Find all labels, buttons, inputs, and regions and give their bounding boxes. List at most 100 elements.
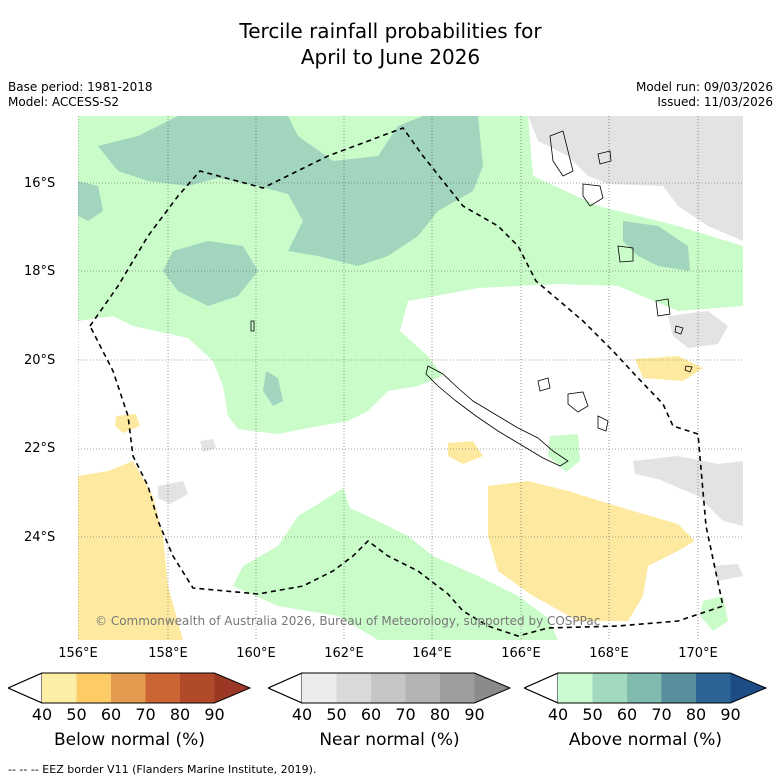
below-normal-swatch-4: [145, 673, 180, 703]
below-normal-west: [78, 461, 183, 640]
loyalty-island-1: [537, 377, 551, 392]
above-normal-60-north: [98, 116, 483, 266]
near-normal-swatch-4: [405, 673, 440, 703]
lon-label-166e: 166°E: [501, 646, 541, 661]
above-normal-50-region: [78, 116, 743, 434]
below-normal-patch-1: [448, 441, 483, 464]
above-normal-swatch-1: [558, 673, 593, 703]
lon-label-156e: 156°E: [58, 646, 98, 661]
near-normal-swatch-1: [302, 673, 337, 703]
near-tick-80: 80: [429, 705, 451, 724]
meta-left: Base period: 1981-2018 Model: ACCESS-S2: [8, 80, 153, 110]
near-normal-west: [158, 481, 188, 504]
near-tick-90: 90: [464, 705, 485, 724]
copyright-notice: © Commonwealth of Australia 2026, Bureau…: [95, 614, 601, 628]
vanuatu-malekula: [582, 183, 604, 207]
above-normal-50-patch: [548, 434, 580, 472]
above-normal-title: Above normal (%): [568, 730, 723, 750]
lon-label-170e: 170°E: [678, 646, 718, 661]
above-tick-50: 50: [582, 705, 603, 724]
above-tick-40: 40: [547, 705, 569, 724]
vanuatu-espiritu-santo: [549, 130, 574, 177]
above-normal-60-mid: [163, 241, 258, 306]
above-normal-50-south: [233, 488, 558, 640]
above-normal-under-arrow: [524, 672, 559, 704]
above-normal-swatch-4: [661, 673, 696, 703]
new-caledonia-island: [425, 365, 569, 467]
near-normal-swatch-2: [336, 673, 371, 703]
below-normal-swatch-3: [111, 673, 146, 703]
near-normal-southeast: [633, 456, 743, 526]
chesterfield-islet: [250, 320, 255, 332]
above-normal-swatch-3: [627, 673, 662, 703]
model-run: Model run: 09/03/2026: [635, 80, 773, 94]
above-normal-swatch-2: [592, 673, 627, 703]
above-tick-70: 70: [651, 705, 672, 724]
near-normal-title: Near normal (%): [319, 730, 460, 750]
below-normal-southeast: [488, 481, 695, 621]
above-tick-80: 80: [685, 705, 707, 724]
loyalty-island-3: [597, 415, 609, 432]
near-normal-over-arrow: [474, 673, 510, 703]
below-tick-70: 70: [135, 705, 156, 724]
below-normal-patch-2: [635, 356, 703, 381]
lat-label-20s: 20°S: [24, 353, 56, 368]
below-normal-patch-3: [115, 414, 140, 433]
below-normal-swatch-2: [76, 673, 111, 703]
above-normal-colorbar-outline: [524, 672, 767, 704]
matthew-island: [684, 365, 693, 373]
below-tick-60: 60: [100, 705, 122, 724]
below-normal-title: Below normal (%): [54, 730, 205, 750]
lon-label-158e: 158°E: [148, 646, 188, 661]
map-title: Tercile rainfall probabilities for April…: [0, 18, 781, 70]
meta-right: Model run: 09/03/2026 Issued: 11/03/2026: [636, 80, 773, 110]
lat-label-18s: 18°S: [24, 264, 56, 279]
vanuatu-tanna: [655, 298, 671, 317]
eez-footer-note: -- -- -- EEZ border V11 (Flanders Marine…: [8, 763, 317, 776]
lat-label-22s: 22°S: [24, 441, 56, 456]
below-normal-under-arrow: [8, 672, 43, 704]
above-normal-colorbar: [524, 672, 767, 704]
near-tick-50: 50: [326, 705, 347, 724]
near-tick-70: 70: [395, 705, 416, 724]
below-tick-50: 50: [66, 705, 87, 724]
near-normal-colorbar-outline: [268, 672, 511, 704]
near-normal-swatch-3: [371, 673, 406, 703]
gridlines: [77, 116, 743, 640]
map-svg: [77, 116, 743, 640]
below-normal-over-arrow: [214, 673, 250, 703]
near-normal-northeast: [528, 116, 743, 241]
below-tick-80: 80: [169, 705, 191, 724]
near-normal-colorbar: [268, 672, 511, 704]
above-normal-60-small: [263, 371, 283, 406]
lat-label-24s: 24°S: [24, 530, 56, 545]
vanuatu-aneityum: [674, 325, 684, 335]
lon-label-164e: 164°E: [412, 646, 452, 661]
vanuatu-efate: [617, 245, 634, 263]
near-tick-60: 60: [360, 705, 382, 724]
near-normal-swatch-5: [440, 673, 475, 703]
below-normal-colorbar: [8, 672, 251, 704]
coastlines: [250, 130, 693, 467]
model-name: Model: ACCESS-S2: [8, 95, 120, 109]
below-normal-swatch-5: [180, 673, 215, 703]
below-normal-swatch-1: [42, 673, 77, 703]
above-normal-swatch-5: [696, 673, 731, 703]
issued-date: Issued: 11/03/2026: [657, 95, 773, 109]
above-tick-60: 60: [616, 705, 638, 724]
lon-label-160e: 160°E: [236, 646, 276, 661]
above-normal-over-arrow: [730, 673, 766, 703]
title-line-1: Tercile rainfall probabilities for: [239, 19, 542, 43]
lat-label-16s: 16°S: [24, 176, 56, 191]
below-tick-90: 90: [204, 705, 225, 724]
vanuatu-islands-north: [597, 150, 612, 165]
near-normal-under-arrow: [268, 672, 303, 704]
lon-label-162e: 162°E: [324, 646, 364, 661]
above-normal-60-east: [623, 221, 690, 271]
lon-label-168e: 168°E: [589, 646, 629, 661]
title-line-2: April to June 2026: [300, 45, 481, 69]
above-normal-50-east: [700, 596, 728, 631]
forecast-map: © Commonwealth of Australia 2026, Bureau…: [77, 116, 743, 640]
above-tick-90: 90: [720, 705, 741, 724]
base-period: Base period: 1981-2018: [8, 80, 153, 94]
